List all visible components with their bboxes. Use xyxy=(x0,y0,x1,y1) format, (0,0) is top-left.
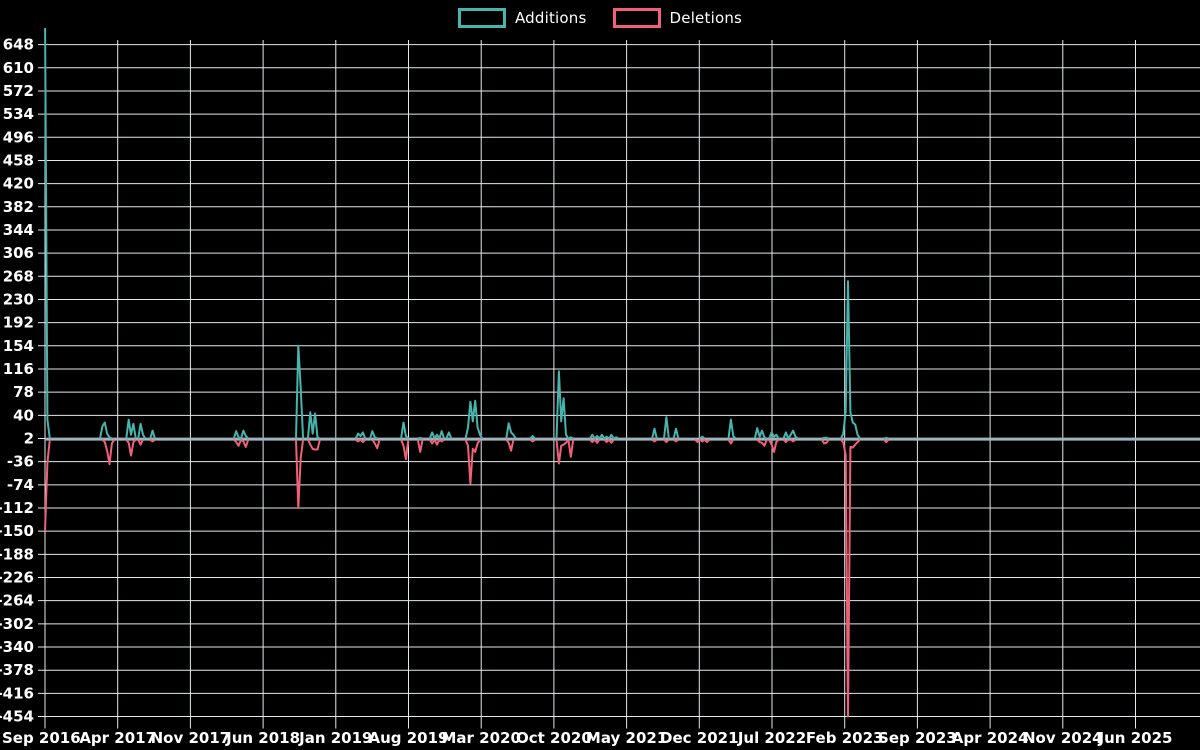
y-tick-label: 154 xyxy=(3,337,34,355)
x-tick-label: Jun 2025 xyxy=(1098,729,1173,747)
y-tick-label: -454 xyxy=(0,708,34,726)
x-tick-label: Sep 2023 xyxy=(878,729,957,747)
x-tick-label: Jan 2019 xyxy=(298,729,372,747)
y-tick-label: -378 xyxy=(0,661,34,679)
legend-item-deletions[interactable]: Deletions xyxy=(612,8,743,28)
x-tick-label: Nov 2017 xyxy=(151,729,231,747)
deletions-swatch-icon xyxy=(612,8,661,28)
deletions-line xyxy=(44,438,890,718)
x-tick-label: Nov 2024 xyxy=(1023,729,1103,747)
y-tick-label: -188 xyxy=(0,545,34,563)
x-tick-label: Jul 2022 xyxy=(737,729,806,747)
y-tick-label: 572 xyxy=(3,82,34,100)
x-tick-label: Oct 2020 xyxy=(516,729,592,747)
y-tick-label: 344 xyxy=(3,221,34,239)
y-tick-label: 116 xyxy=(3,360,34,378)
y-tick-label: 458 xyxy=(3,151,34,169)
additions-line xyxy=(44,28,889,440)
x-tick-label: Mar 2020 xyxy=(441,729,520,747)
y-tick-label: 496 xyxy=(3,128,34,146)
y-tick-label: 420 xyxy=(3,175,34,193)
y-tick-label: -74 xyxy=(7,476,34,494)
legend-deletions-label: Deletions xyxy=(669,9,743,27)
legend: Additions Deletions xyxy=(0,8,1200,28)
y-tick-label: 268 xyxy=(3,267,34,285)
x-tick-label: Dec 2021 xyxy=(660,729,739,747)
y-tick-label: 78 xyxy=(13,383,34,401)
x-tick-label: May 2021 xyxy=(586,729,667,747)
y-tick-label: -416 xyxy=(0,684,34,702)
legend-additions-label: Additions xyxy=(514,9,587,27)
x-tick-label: Jun 2018 xyxy=(225,729,300,747)
y-tick-label: 610 xyxy=(3,59,34,77)
y-tick-label: 382 xyxy=(3,198,34,216)
y-tick-label: 306 xyxy=(3,244,34,262)
y-tick-label: -340 xyxy=(0,638,34,656)
y-tick-label: -302 xyxy=(0,615,34,633)
x-tick-label: Aug 2019 xyxy=(369,729,449,747)
y-tick-label: -226 xyxy=(0,569,34,587)
y-tick-label: 40 xyxy=(13,406,34,424)
y-tick-label: 534 xyxy=(3,105,34,123)
y-tick-label: 192 xyxy=(3,314,34,332)
y-tick-label: -36 xyxy=(7,453,34,471)
x-tick-label: Sep 2016 xyxy=(2,729,81,747)
y-tick-label: 230 xyxy=(3,290,34,308)
legend-item-additions[interactable]: Additions xyxy=(457,8,587,28)
y-tick-label: -112 xyxy=(0,499,34,517)
y-tick-label: 648 xyxy=(3,36,34,54)
y-tick-label: -150 xyxy=(0,522,34,540)
chart-grid xyxy=(38,40,1200,729)
y-tick-label: -264 xyxy=(0,592,34,610)
additions-swatch-icon xyxy=(457,8,506,28)
x-tick-label: Feb 2023 xyxy=(806,729,884,747)
y-tick-label: 2 xyxy=(24,429,34,447)
x-tick-label: Apr 2017 xyxy=(79,729,156,747)
x-tick-label: Apr 2024 xyxy=(952,729,1029,747)
